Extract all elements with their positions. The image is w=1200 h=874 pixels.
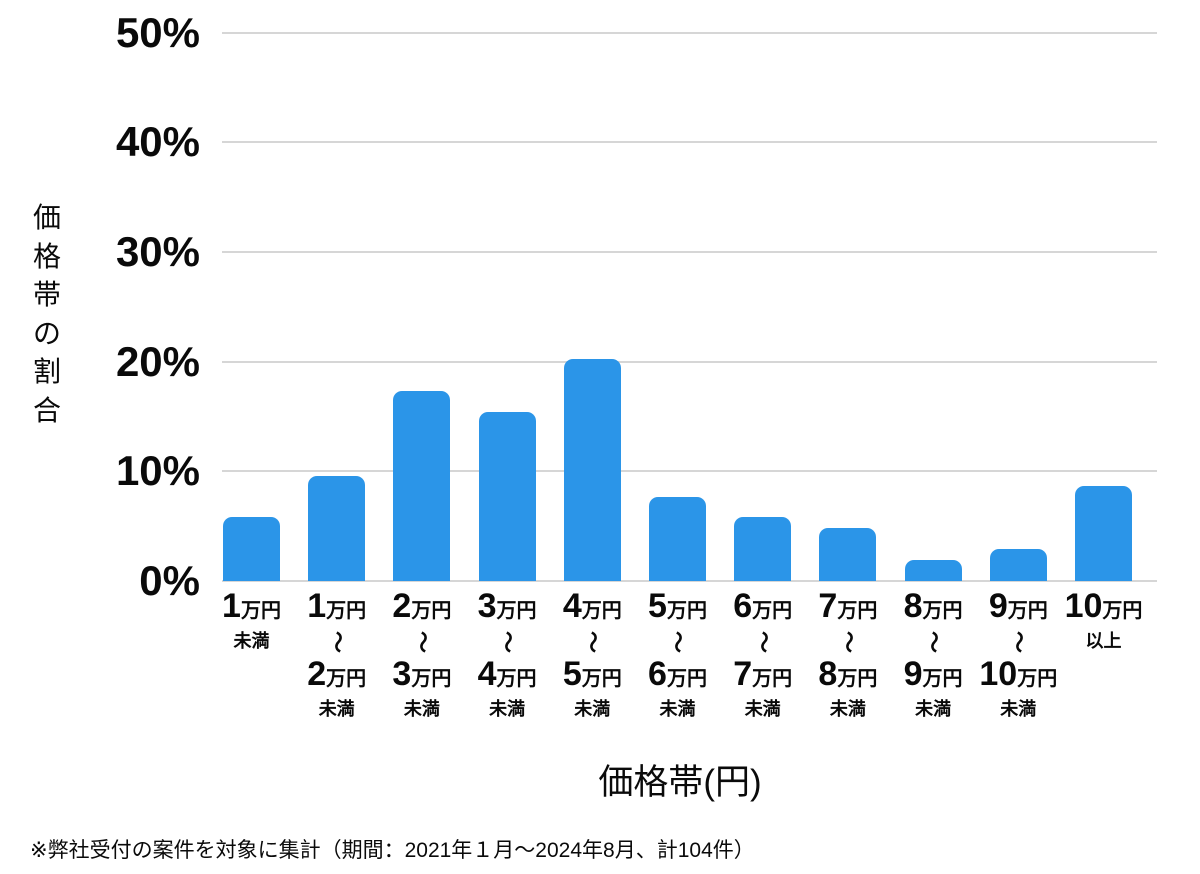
gridline-50% — [222, 31, 1157, 34]
range-tilde: 〜 — [835, 630, 861, 654]
footnote: ※弊社受付の案件を対象に集計（期間：2021年１月～2024年8月、計104件） — [30, 839, 755, 862]
bar-3 — [393, 391, 451, 581]
y-tick-label-20%: 20% — [115, 337, 200, 385]
range-tilde: 〜 — [665, 630, 691, 654]
bar-8 — [819, 528, 877, 581]
range-tilde: 〜 — [750, 630, 776, 654]
x-tick-label-11: 10万円 以上 — [1064, 587, 1143, 651]
bar-10 — [989, 549, 1047, 581]
bar-1 — [223, 517, 280, 581]
x-tick-label-7: 6万円〜 7万円 未満 — [733, 587, 793, 719]
bar-9 — [904, 560, 962, 581]
x-tick-label-2: 1万円〜 2万円 未満 — [307, 587, 367, 719]
x-tick-label-6: 5万円〜 6万円 未満 — [648, 587, 707, 719]
y-tick-label-40%: 40% — [115, 118, 200, 166]
range-tilde: 〜 — [921, 630, 947, 654]
gridline-30% — [222, 251, 1157, 254]
x-tick-label-3: 2万円〜 3万円 未満 — [392, 587, 452, 719]
y-tick-label-10%: 10% — [115, 447, 200, 495]
x-tick-label-4: 3万円〜 4万円 未満 — [477, 587, 537, 719]
bar-11 — [1075, 485, 1132, 581]
range-tilde: 〜 — [1006, 630, 1032, 654]
y-tick-label-0%: 0% — [139, 557, 200, 604]
bar-2 — [308, 475, 366, 581]
bar-4 — [478, 412, 536, 581]
range-tilde: 〜 — [324, 630, 350, 654]
y-axis-title: 価 格 帯 の 割 合 — [32, 202, 61, 426]
x-tick-label-1: 1万円 未満 — [222, 587, 281, 651]
range-tilde: 〜 — [580, 630, 606, 654]
gridline-10% — [222, 470, 1157, 473]
gridline-40% — [222, 141, 1157, 144]
x-tick-label-10: 9万円〜 10万円 未満 — [979, 587, 1058, 719]
x-tick-label-9: 8万円〜 9万円 未満 — [903, 587, 963, 719]
range-tilde: 〜 — [495, 630, 521, 654]
bar-5 — [563, 359, 621, 581]
gridline-0% — [222, 580, 1157, 582]
range-tilde: 〜 — [409, 630, 435, 654]
y-tick-label-50%: 50% — [115, 8, 200, 56]
y-tick-label-30%: 30% — [115, 228, 200, 276]
x-tick-label-8: 7万円〜 8万円 未満 — [818, 587, 878, 719]
bar-6 — [649, 496, 706, 581]
bar-7 — [734, 517, 792, 581]
x-tick-label-5: 4万円〜 5万円 未満 — [562, 587, 622, 719]
gridline-20% — [222, 360, 1157, 363]
x-axis-title: 価格帯(円) — [598, 763, 762, 802]
